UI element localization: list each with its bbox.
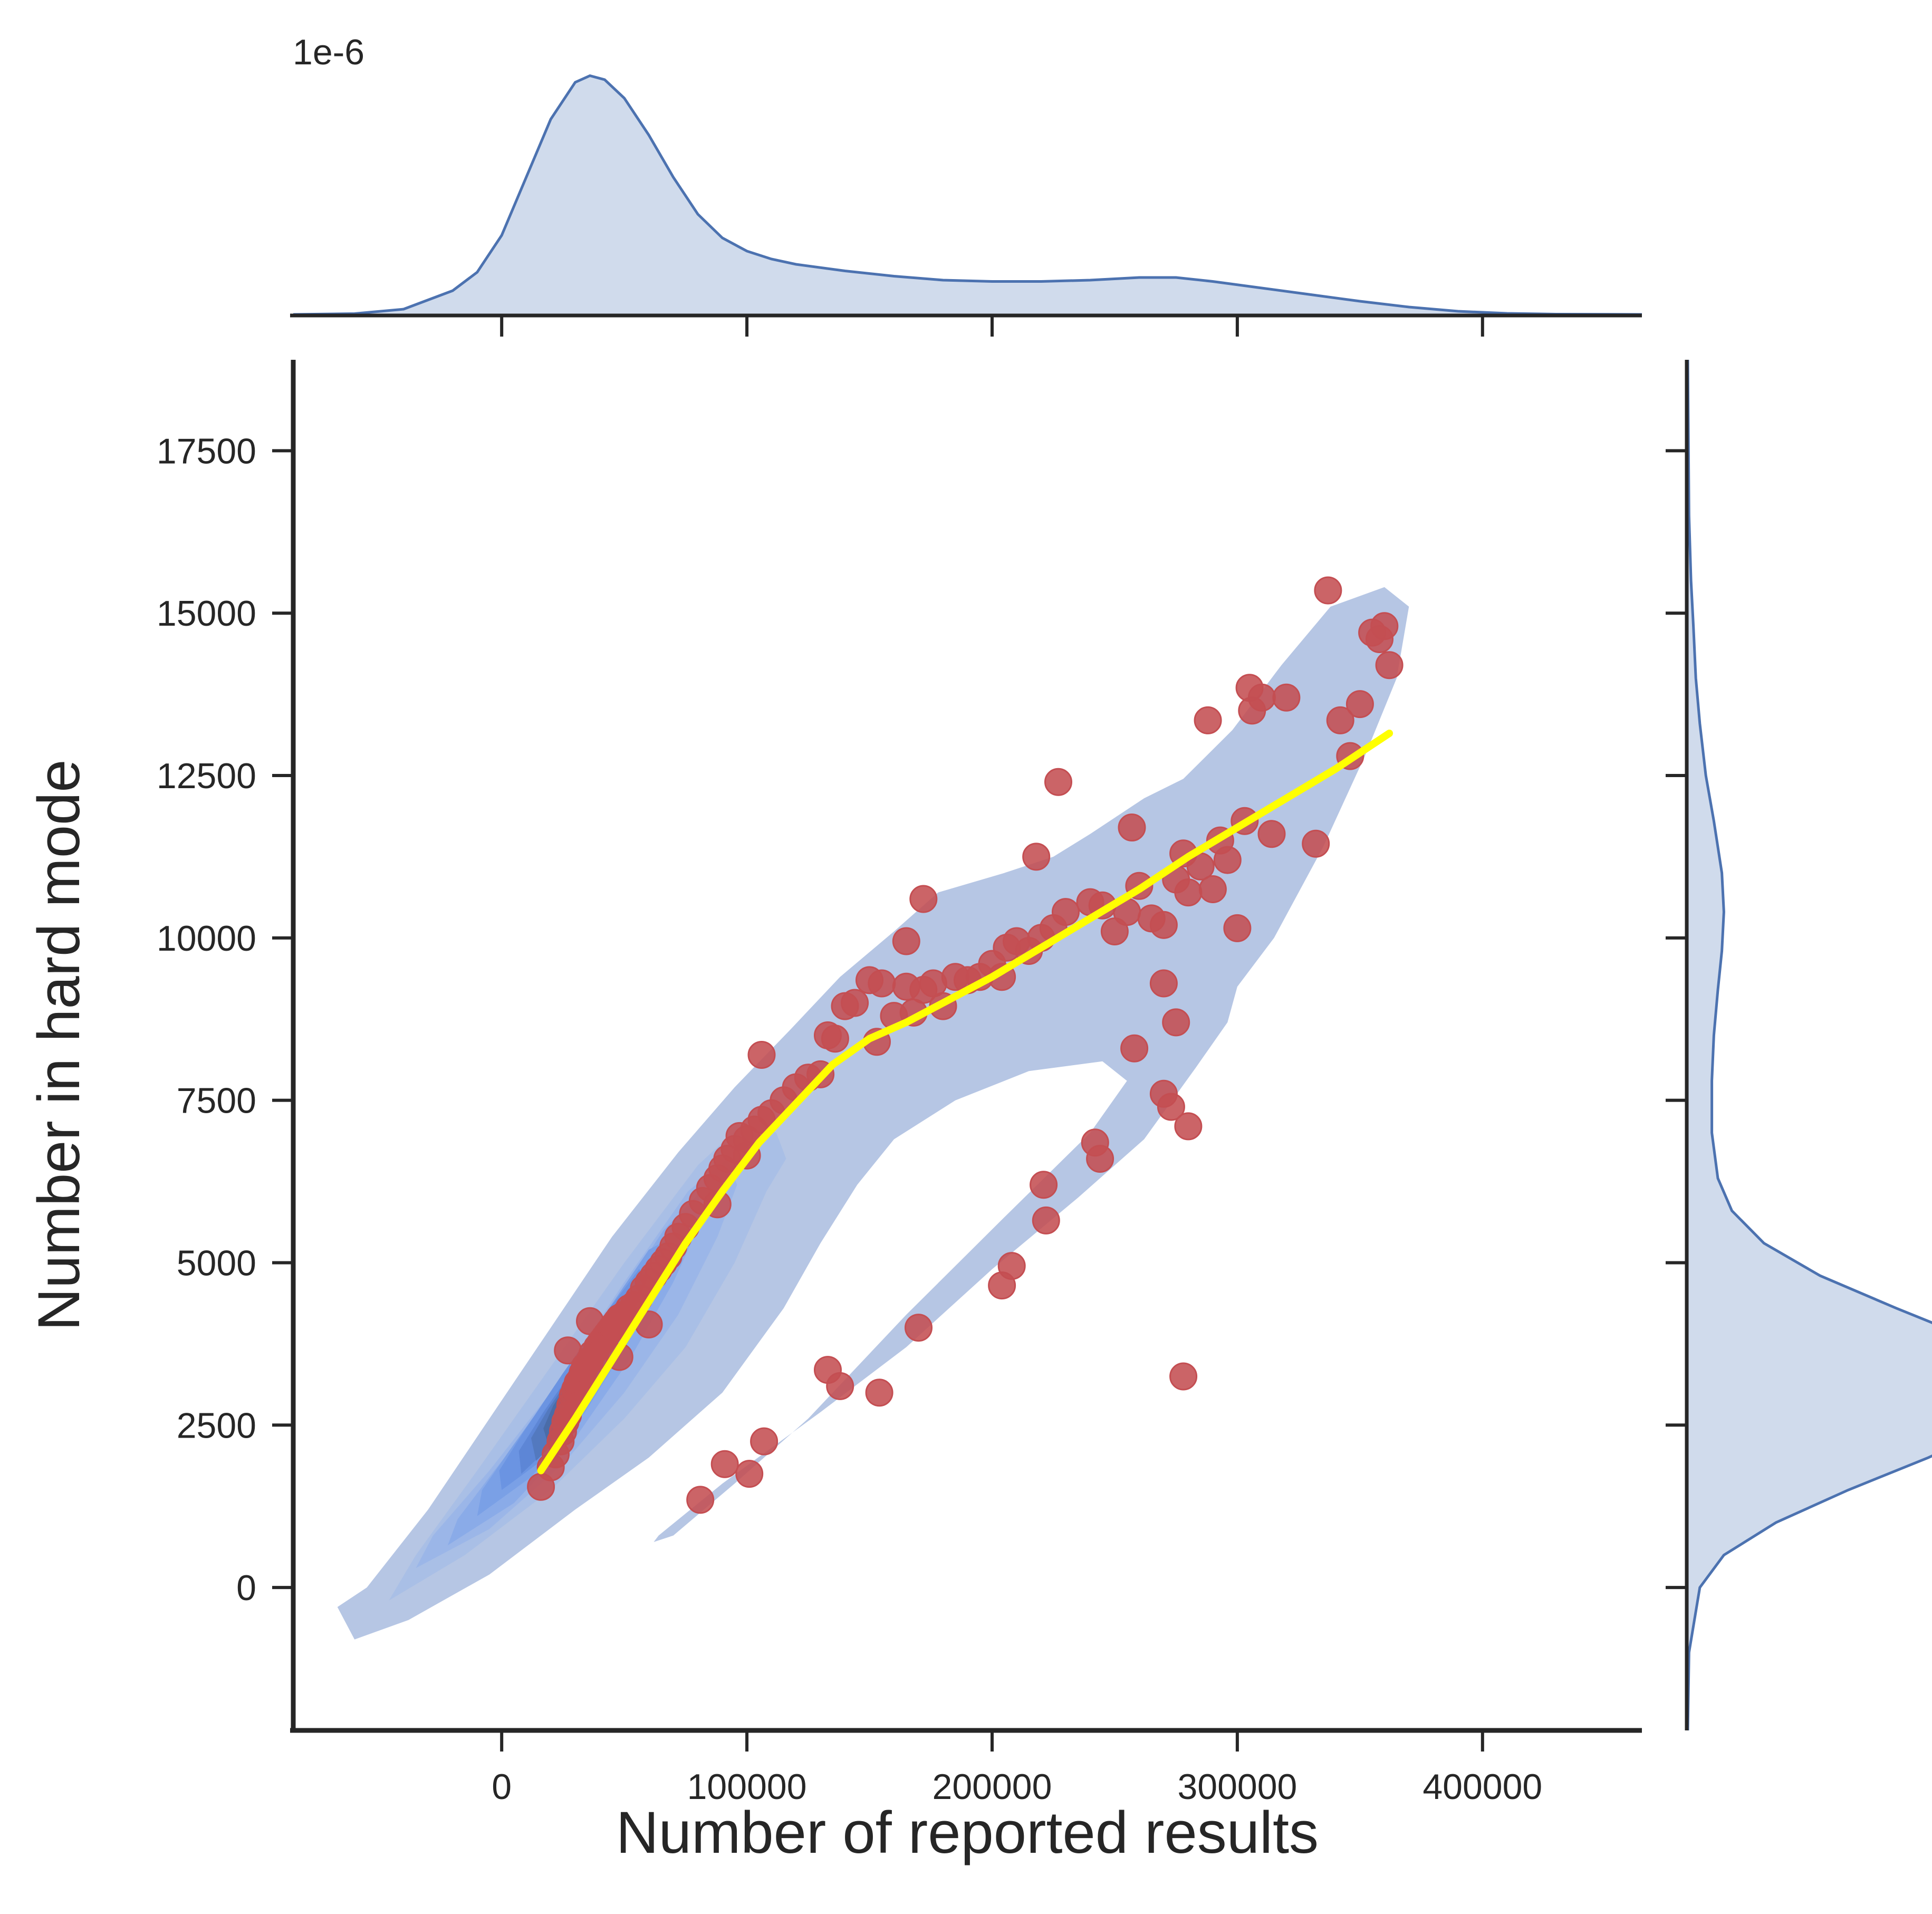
scatter-point: [1302, 829, 1330, 858]
scatter-point: [892, 927, 920, 955]
y-tick-label: 10000: [157, 918, 256, 959]
scatter-point: [686, 1486, 715, 1514]
scatter-point: [1345, 690, 1374, 719]
scatter-point: [1032, 1206, 1060, 1234]
y-tick-label: 12500: [157, 756, 256, 796]
scatter-point: [1174, 1112, 1203, 1141]
scatter-point: [1194, 706, 1222, 734]
y-tick-label: 15000: [157, 594, 256, 634]
scatter-point: [1213, 846, 1242, 874]
scatter-point: [909, 885, 938, 913]
scatter-point: [1086, 1145, 1114, 1173]
y-tick-label: 2500: [177, 1405, 256, 1446]
y-tick-label: 5000: [177, 1243, 256, 1283]
scatter-point: [1272, 683, 1301, 712]
scatter-point: [1235, 674, 1264, 702]
scatter-point: [1030, 1171, 1058, 1199]
scatter-point: [1162, 1008, 1190, 1037]
scatter-point: [1198, 875, 1227, 903]
y-axis-ticks: 0 2500 5000 7500 10000 12500 15000 17500: [157, 431, 293, 1608]
scatter-point: [1044, 768, 1072, 796]
y-axis-label: Number in hard mode: [26, 759, 92, 1331]
x-tick-label: 0: [492, 1767, 512, 1807]
x-marginal-offset-label: 1e-6: [293, 32, 364, 72]
scatter-point: [1169, 1362, 1198, 1391]
y-tick-label: 0: [236, 1568, 256, 1608]
scatter-point: [821, 1025, 849, 1053]
scatter-point: [554, 1336, 582, 1365]
scatter-point: [710, 1450, 739, 1478]
x-tick-label: 400000: [1422, 1767, 1542, 1807]
scatter-point: [1118, 814, 1146, 841]
x-tick-label: 100000: [687, 1767, 807, 1807]
x-axis-label: Number of reported results: [616, 1800, 1319, 1865]
scatter-point: [1375, 651, 1404, 680]
scatter-point: [735, 1460, 764, 1488]
x-tick-label: 300000: [1177, 1767, 1297, 1807]
scatter-point: [1022, 843, 1051, 871]
scatter-point: [576, 1307, 604, 1335]
scatter-point: [905, 1314, 933, 1342]
scatter-point: [1370, 612, 1399, 640]
scatter-point: [1120, 1034, 1149, 1063]
lowess-trend-line: [537, 730, 1393, 1475]
scatter-point: [1174, 878, 1203, 907]
x-axis-ticks: 0 100000 200000 300000 400000: [492, 1730, 1542, 1807]
x-marginal-ticks: [500, 315, 1484, 337]
scatter-point: [750, 1427, 778, 1456]
y-marginal-kde: [1666, 359, 1932, 1731]
scatter-point: [865, 1379, 893, 1407]
scatter-point: [868, 969, 896, 998]
main-plot: 0 100000 200000 300000 400000 0 2500 5000 7500 1…: [26, 360, 1642, 1865]
scatter-point: [1223, 914, 1252, 942]
scatter-point: [747, 1041, 776, 1069]
y-marginal-ticks: [1666, 449, 1687, 1590]
x-tick-label: 200000: [933, 1767, 1052, 1807]
y-marginal-fill: [1688, 360, 1932, 1730]
scatter-point: [1314, 576, 1342, 605]
y-marginal-line: [1686, 359, 1932, 1731]
y-tick-label: 7500: [177, 1081, 256, 1121]
x-marginal-kde: 1e-6: [290, 32, 1642, 337]
scatter-points: [527, 576, 1404, 1514]
scatter-point: [1257, 820, 1286, 848]
scatter-point: [841, 989, 869, 1017]
scatter-point: [1149, 969, 1178, 998]
scatter-point: [1149, 911, 1178, 939]
scatter-point: [1326, 706, 1354, 734]
x-marginal-fill: [293, 75, 1642, 314]
scatter-point: [826, 1372, 854, 1400]
scatter-point: [988, 1271, 1016, 1300]
scatter-point: [1157, 1093, 1185, 1121]
x-marginal-line: [293, 74, 1642, 316]
scatter-point: [1052, 898, 1080, 926]
y-tick-label: 17500: [157, 431, 256, 471]
